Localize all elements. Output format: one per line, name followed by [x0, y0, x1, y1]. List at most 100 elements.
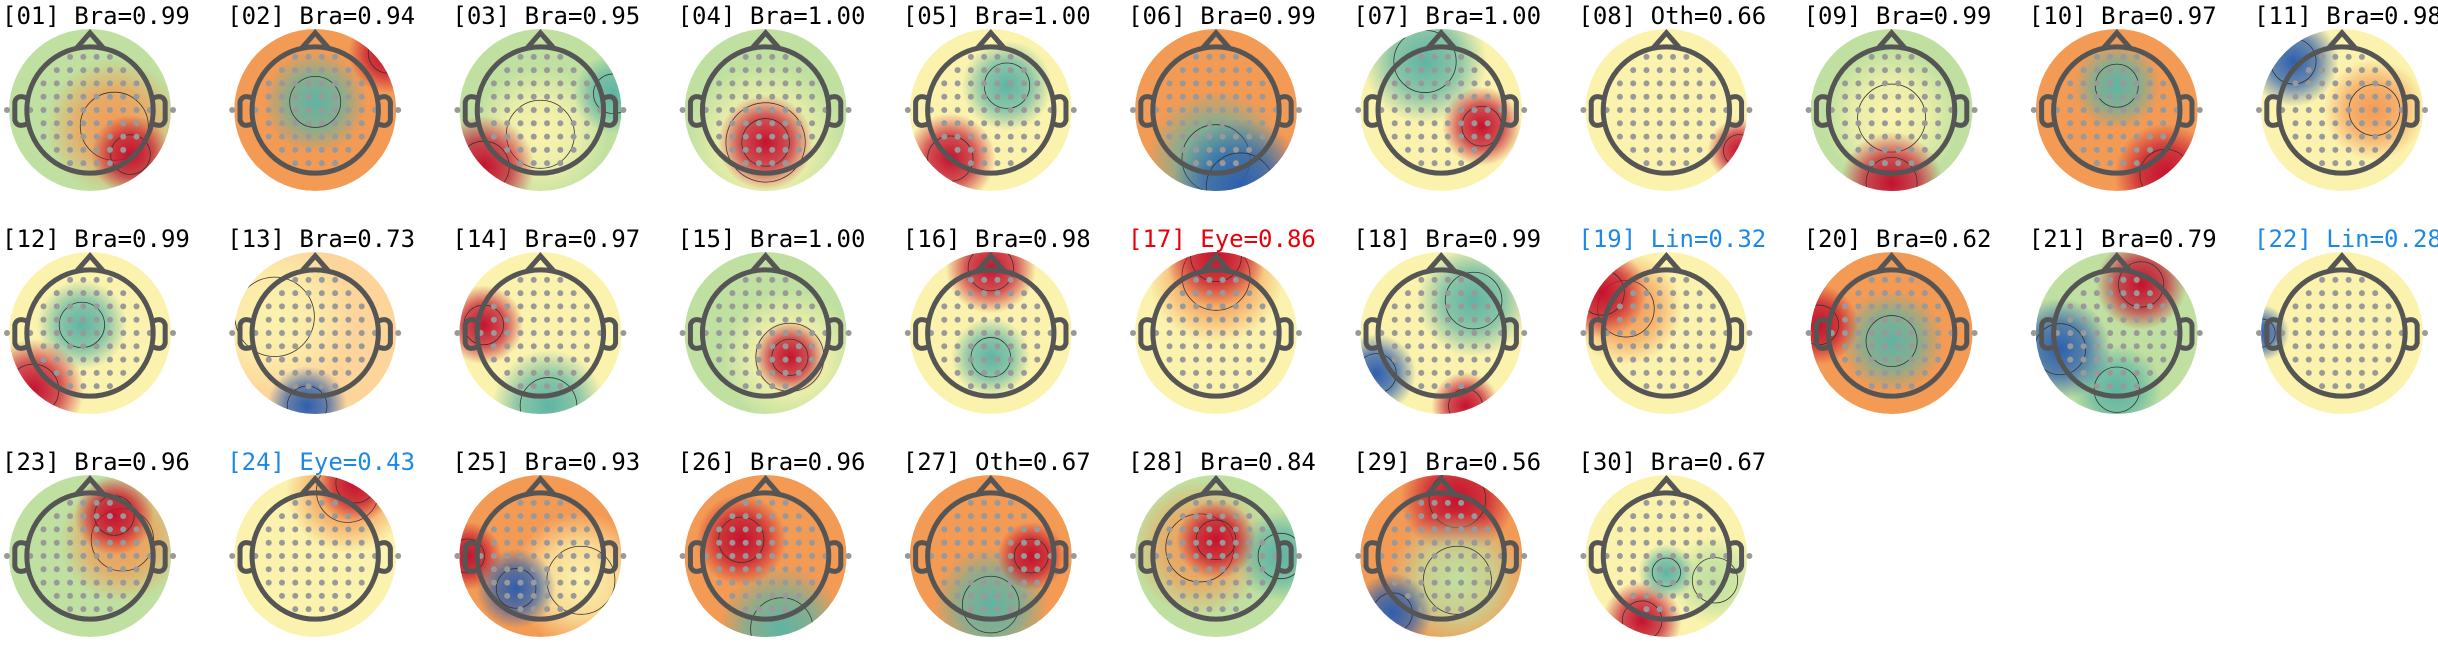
component: [08] Oth=0.66 [1578, 2, 1766, 191]
electrode [358, 93, 365, 100]
electrode [570, 566, 577, 573]
electrode [80, 566, 87, 573]
electrode [106, 343, 113, 350]
electrode [2319, 290, 2326, 297]
electrode [2120, 160, 2127, 167]
electrode [1616, 80, 1623, 87]
electrode [994, 383, 1001, 390]
electrode [742, 369, 749, 376]
electrode [53, 579, 60, 586]
electrode [454, 107, 461, 113]
electrode [782, 526, 789, 533]
electrode [2160, 316, 2167, 323]
electrode [1683, 356, 1690, 363]
electrode [557, 107, 564, 113]
electrode [490, 526, 497, 533]
electrode [570, 107, 577, 113]
electrode [1431, 160, 1438, 167]
electrode [517, 303, 524, 310]
electrode [93, 53, 100, 60]
electrode [2107, 303, 2114, 310]
electrode [305, 276, 312, 283]
electrode [1193, 316, 1200, 323]
head [249, 267, 381, 399]
electrode [53, 369, 60, 376]
electrode [795, 369, 802, 376]
electrode [755, 303, 762, 310]
topomap [1135, 29, 1297, 191]
electrode [557, 592, 564, 599]
electrode [133, 107, 140, 113]
electrode [2107, 120, 2114, 127]
electrode [941, 343, 948, 350]
topomap [2035, 29, 2198, 191]
electrode [1418, 53, 1425, 60]
electrode [530, 526, 537, 533]
electrode [1391, 120, 1398, 127]
electrode [755, 67, 762, 74]
nose [1200, 252, 1232, 274]
electrode [742, 606, 749, 613]
electrode [941, 566, 948, 573]
electrode [292, 303, 299, 310]
electrode [345, 579, 352, 586]
electrode [769, 133, 776, 140]
electrode [1166, 303, 1173, 310]
electrode [93, 67, 100, 74]
electrode [1259, 80, 1266, 87]
electrode [2358, 290, 2365, 297]
electrode [1296, 107, 1302, 113]
electrode [1921, 330, 1928, 336]
electrode [2319, 107, 2326, 113]
electrode [120, 67, 127, 74]
electrode [1007, 606, 1014, 613]
contour [2118, 261, 2165, 308]
head [24, 267, 156, 399]
electrode [1630, 343, 1637, 350]
electrode [2385, 316, 2392, 323]
electrode [967, 566, 974, 573]
electrode [1404, 369, 1411, 376]
electrode [332, 160, 339, 167]
electrode [1193, 133, 1200, 140]
electrode [1007, 67, 1014, 74]
electrode [544, 120, 551, 127]
electrode [278, 67, 285, 74]
electrode [332, 356, 339, 363]
electrode [1246, 343, 1253, 350]
electrode [1842, 356, 1849, 363]
nose [974, 252, 1007, 274]
electrode [1259, 553, 1266, 559]
electrode [1643, 356, 1650, 363]
electrode [1404, 526, 1411, 533]
electrode [2305, 80, 2312, 87]
head [1600, 44, 1733, 176]
electrode [305, 107, 312, 113]
electrode [332, 369, 339, 376]
electrode [292, 499, 299, 506]
ear [1813, 317, 1830, 351]
component: [09] Bra=0.99 [1804, 2, 1991, 191]
electrode [570, 93, 577, 100]
electrode [67, 553, 74, 559]
electrode [490, 93, 497, 100]
electrode [133, 120, 140, 127]
electrode [2358, 80, 2365, 87]
electrode [67, 592, 74, 599]
electrode [557, 579, 564, 586]
electrode [4, 107, 10, 113]
electrode [570, 579, 577, 586]
electrode [2345, 160, 2352, 167]
electrode [1444, 93, 1451, 100]
electrode [1935, 80, 1942, 87]
electrode [1404, 356, 1411, 363]
contour [1422, 545, 1492, 615]
electrode [1431, 539, 1438, 546]
electrode [1206, 53, 1213, 60]
electrode [1206, 316, 1213, 323]
electrode [2332, 303, 2339, 310]
electrode [994, 513, 1001, 520]
electrode [332, 566, 339, 573]
electrode [981, 303, 988, 310]
electrode [809, 80, 816, 87]
